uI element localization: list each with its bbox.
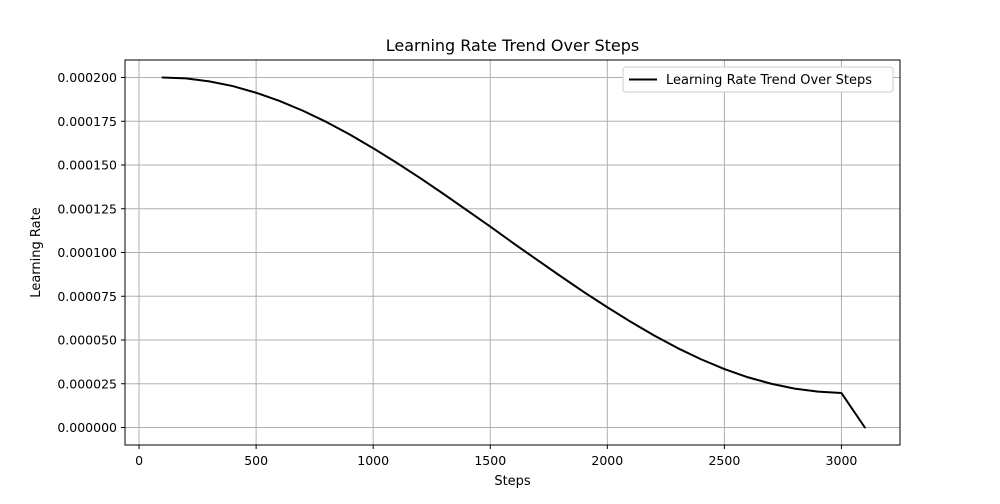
x-tick-label: 3000 [826,453,858,468]
series-layer [161,76,866,429]
y-tick-label: 0.000175 [57,114,117,129]
tick-layer: 0 500 1000 1500 2000 2500 3000 0.000000 0.000025… [57,70,857,468]
y-tick-label: 0.000000 [57,420,117,435]
chart-title: Learning Rate Trend Over Steps [386,36,640,55]
x-tick-label: 500 [244,453,268,468]
legend-label: Learning Rate Trend Over Steps [666,73,872,88]
y-tick-label: 0.000200 [57,70,117,85]
y-axis-label: Learning Rate [29,207,44,297]
grid-layer [125,60,900,445]
legend: Learning Rate Trend Over Steps [622,66,894,93]
y-tick-label: 0.000075 [57,289,117,304]
x-tick-label: 2500 [708,453,740,468]
y-tick-label: 0.000050 [57,333,117,348]
x-tick-label: 1000 [357,453,389,468]
y-tick-label: 0.000100 [57,245,117,260]
series-line [161,76,866,429]
x-axis-label: Steps [494,474,531,489]
x-tick-label: 1500 [474,453,506,468]
x-tick-label: 0 [135,453,143,468]
y-tick-label: 0.000150 [57,158,117,173]
legend-box [622,66,894,93]
y-tick-label: 0.000125 [57,201,117,216]
y-tick-label: 0.000025 [57,376,117,391]
x-tick-label: 2000 [591,453,623,468]
